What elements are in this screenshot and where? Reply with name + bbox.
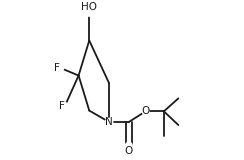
Text: N: N	[105, 117, 113, 127]
Text: F: F	[54, 63, 60, 73]
Circle shape	[125, 142, 132, 149]
Circle shape	[105, 118, 113, 126]
Circle shape	[61, 103, 68, 109]
Text: O: O	[142, 106, 150, 116]
Circle shape	[85, 7, 94, 16]
Text: O: O	[125, 146, 133, 156]
Circle shape	[57, 65, 64, 71]
Text: F: F	[59, 101, 65, 111]
Circle shape	[142, 108, 149, 115]
Text: HO: HO	[81, 2, 97, 12]
